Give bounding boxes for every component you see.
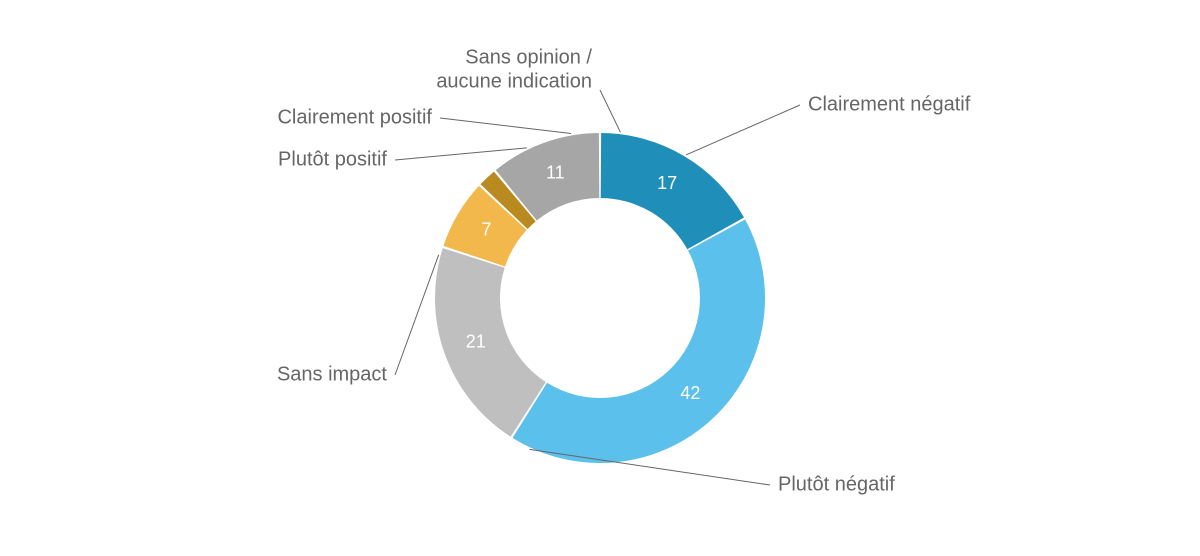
donut-chart: 17 42 21 7 11 Clairement négatif Plutôt négati… bbox=[0, 0, 1200, 556]
leader-plutot-positif bbox=[395, 148, 527, 160]
leader-sans-impact bbox=[395, 255, 439, 375]
slice-label-plutot-positif: Plutôt positif bbox=[278, 148, 387, 170]
slice-plutot-negatif bbox=[513, 220, 765, 463]
slice-sans-impact bbox=[435, 248, 546, 437]
slice-label-clairement-positif: Clairement positif bbox=[277, 106, 432, 128]
slice-value-plutot-negatif: 42 bbox=[680, 383, 700, 403]
slice-label-plutot-negatif: Plutôt négatif bbox=[778, 473, 895, 495]
leader-clairement-negatif bbox=[686, 105, 800, 155]
slice-value-sans-opinion: 11 bbox=[546, 163, 565, 183]
slice-label-clairement-negatif: Clairement négatif bbox=[808, 93, 971, 115]
slice-label-sans-opinion-line0: Sans opinion / bbox=[465, 46, 592, 68]
slice-value-plutot-positif: 7 bbox=[481, 220, 491, 240]
slice-value-sans-impact: 21 bbox=[466, 331, 486, 351]
donut-arcs bbox=[435, 133, 765, 463]
leader-clairement-positif bbox=[440, 118, 571, 134]
slice-value-clairement-negatif: 17 bbox=[657, 173, 677, 193]
slice-label-sans-opinion-line1: aucune indication bbox=[436, 70, 592, 92]
slice-label-sans-impact: Sans impact bbox=[277, 363, 387, 385]
leader-sans-opinion bbox=[600, 90, 620, 132]
